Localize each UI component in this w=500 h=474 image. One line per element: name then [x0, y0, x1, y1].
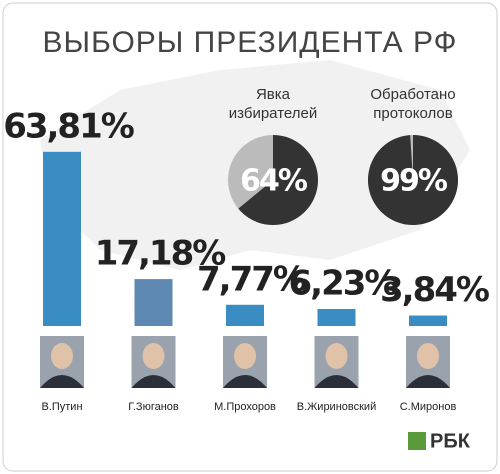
pie-slice: [367, 135, 458, 226]
pie-value-label: 64%: [240, 164, 308, 199]
bar: [226, 304, 264, 326]
photo-head: [142, 343, 165, 369]
photo-suit: [223, 375, 267, 388]
value-label: 3,84%: [380, 270, 489, 310]
candidate-name: В.Жириновский: [297, 401, 376, 413]
value-label: 63,81%: [3, 106, 134, 146]
candidate-name: М.Прохоров: [214, 401, 276, 413]
logo: РБК: [408, 430, 471, 452]
bar: [43, 151, 81, 326]
logo-mark: [408, 432, 426, 450]
value-label: 7,77%: [197, 259, 306, 299]
photo-head: [234, 343, 256, 369]
photo-suit: [314, 375, 359, 388]
logo-text: РБК: [430, 430, 471, 452]
bar: [317, 308, 356, 326]
photo-head: [417, 343, 439, 369]
pie-title: избирателей: [229, 105, 317, 122]
bar: [134, 279, 173, 326]
photo-head: [51, 343, 73, 369]
value-label: 17,18%: [95, 234, 226, 274]
chart-title: ВЫБОРЫ ПРЕЗИДЕНТА РФ: [43, 26, 458, 59]
pie-value-label: 99%: [380, 164, 448, 199]
candidate-name: С.Миронов: [400, 401, 457, 413]
bar: [409, 315, 447, 326]
pie-slice: [238, 135, 318, 225]
photo-suit: [131, 375, 176, 388]
pie-title: Явка: [256, 86, 291, 103]
candidate-name: В.Путин: [41, 401, 82, 413]
candidate-name: Г.Зюганов: [128, 401, 179, 413]
pie-title: протоколов: [373, 105, 453, 122]
photo-suit: [40, 375, 84, 388]
photo-head: [325, 343, 348, 369]
value-label: 6,23%: [289, 263, 398, 303]
pie-title: Обработано: [370, 86, 455, 103]
photo-suit: [406, 375, 450, 388]
